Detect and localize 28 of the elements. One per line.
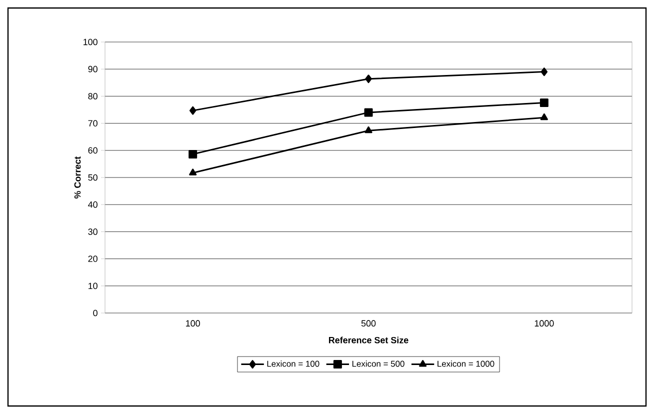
point — [188, 150, 198, 158]
y-tick-label: 30 — [88, 228, 98, 235]
y-tick-label: 20 — [88, 256, 98, 262]
y-tick-label: 60 — [88, 147, 98, 154]
y-tick-label: 100 — [84, 38, 98, 46]
legend-label: Lexicon = 100 — [267, 360, 320, 367]
legend-label: Lexicon = 1000 — [438, 360, 494, 367]
y-tick-label: 10 — [88, 282, 98, 290]
y-tick-label: 80 — [88, 93, 98, 100]
point — [540, 113, 548, 120]
point — [364, 126, 372, 134]
x-axis-title: Reference Set Size — [328, 336, 408, 344]
legend-label: Lexicon = 500 — [352, 360, 404, 367]
y-tick-label: 70 — [88, 120, 98, 126]
point — [364, 108, 373, 117]
point — [189, 106, 196, 115]
point — [189, 168, 197, 176]
y-tick-label: 0 — [93, 310, 98, 316]
x-tick-label: 1000 — [534, 320, 554, 327]
y-axis-title: % Correct — [74, 156, 81, 198]
x-tick-label: 100 — [186, 320, 200, 327]
y-tick-label: 50 — [88, 174, 98, 181]
point — [540, 68, 548, 76]
y-tick-label: 90 — [88, 66, 98, 72]
x-tick-label: 500 — [361, 320, 376, 327]
y-tick-label: 40 — [88, 201, 98, 208]
point — [365, 74, 372, 84]
point — [540, 98, 548, 107]
